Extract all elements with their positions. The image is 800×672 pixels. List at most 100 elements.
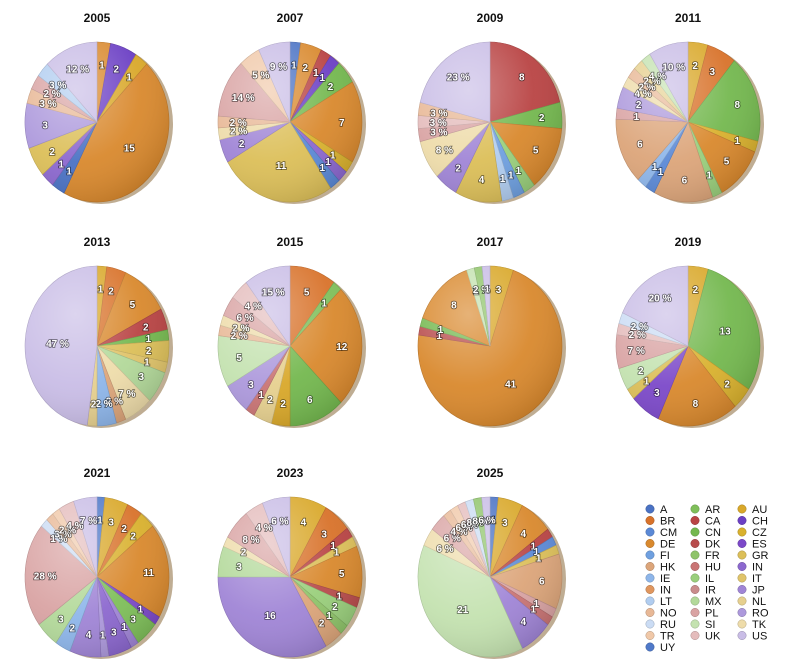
slice-label: 1 — [258, 390, 264, 401]
slice-label: 1 — [146, 334, 152, 345]
slice-label: 6 % — [461, 520, 478, 531]
slice-label: 2 % — [631, 322, 648, 333]
slice-label: 6 % — [236, 313, 253, 324]
legend-swatch — [645, 608, 655, 617]
slice-label: 1 — [100, 630, 106, 641]
legend-swatch — [645, 642, 655, 652]
slice-label: 12 — [336, 342, 348, 353]
legend-swatch — [645, 504, 655, 514]
slice-label: 1 — [436, 331, 442, 342]
legend-item-A: A — [645, 504, 668, 516]
slice-label: 6 — [307, 395, 313, 406]
legend-item-ES: ES — [737, 539, 767, 551]
legend-swatch — [737, 619, 747, 629]
slice-label: 1 — [534, 547, 540, 558]
legend-item-NL: NL — [737, 596, 766, 608]
slice-label: 1 — [534, 599, 540, 610]
legend-item-AR: AR — [690, 504, 720, 516]
legend-item-CN: CN — [690, 527, 721, 539]
legend-swatch — [690, 550, 700, 560]
slice-label: 2 — [539, 113, 545, 124]
slice-label: 3 % — [39, 99, 56, 110]
slice-label: 2 % — [106, 396, 123, 407]
legend-label: IT — [752, 573, 762, 585]
slice-label: 1 — [652, 162, 658, 173]
legend-item-UK: UK — [690, 631, 721, 643]
legend-item-DE: DE — [645, 539, 675, 551]
slice-label: 2 — [130, 532, 136, 543]
legend-label: TR — [660, 631, 675, 643]
slice-label: 3 — [108, 518, 114, 529]
legend-swatch — [690, 585, 700, 594]
slice-label: 2 — [319, 619, 325, 630]
slice-label: 5 — [236, 353, 242, 364]
slice-label: 2 — [693, 285, 699, 296]
pie-gloss — [218, 266, 362, 426]
legend-item-HU: HU — [690, 562, 721, 574]
legend-label: AU — [752, 504, 767, 516]
slice-label: 3 — [236, 562, 242, 573]
slice-label: 4 — [86, 630, 92, 641]
legend-swatch — [645, 596, 655, 606]
slice-label: 13 — [720, 327, 732, 338]
pie-gloss — [25, 42, 169, 202]
slice-label: 1 — [144, 358, 150, 369]
legend-swatch — [737, 585, 747, 594]
slice-label: 3 — [496, 285, 502, 296]
slice-label: 2 — [70, 624, 76, 635]
legend-label: AR — [705, 504, 720, 516]
slice-label: 3 % — [54, 530, 71, 541]
pie-title: 2011 — [675, 11, 701, 25]
slice-label: 2 % — [232, 324, 249, 335]
legend-swatch — [690, 573, 700, 583]
pie-title: 2013 — [84, 235, 111, 249]
slice-label: 28 % — [34, 571, 57, 582]
slice-label: 1 — [531, 605, 537, 616]
legend-item-RU: RU — [645, 619, 676, 631]
slice-label: 2 — [91, 400, 97, 411]
slice-label: 4 % — [649, 71, 666, 82]
slice-label: 2 % — [231, 331, 248, 342]
slice-label: 6 % — [478, 516, 495, 527]
legend-swatch — [645, 573, 655, 583]
slice-label: 11 — [143, 568, 154, 579]
slice-label: 3 — [111, 628, 117, 639]
slice-label: 4 — [479, 175, 485, 186]
slice-label: 4 — [521, 529, 527, 540]
legend-item-JP: JP — [737, 585, 765, 597]
slice-label: 2 — [455, 164, 461, 175]
legend-label: BR — [660, 516, 675, 528]
legend-label: CA — [705, 516, 721, 528]
slice-label: 1 — [313, 68, 319, 79]
legend-swatch — [737, 631, 747, 640]
slice-label: 2 — [121, 524, 127, 535]
slice-label: 1 — [320, 73, 326, 84]
pie-gloss — [25, 266, 169, 426]
legend-label: ES — [752, 539, 767, 551]
slice-label: 1 — [490, 516, 496, 527]
slice-label: 4 — [521, 617, 527, 628]
slice-label: 1 — [644, 377, 650, 388]
legend-label: IN — [752, 562, 763, 574]
slice-label: 3 — [130, 614, 136, 625]
pie-gloss — [25, 497, 169, 657]
slice-label: 8 % — [472, 516, 489, 527]
legend-swatch — [645, 550, 655, 560]
slice-label: 3 — [139, 372, 145, 383]
slice-label: 1 — [121, 622, 127, 633]
legend-swatch — [737, 516, 747, 525]
slice-label: 1 — [326, 611, 332, 622]
slice-label: 6 % — [444, 534, 461, 545]
slice-label: 20 % — [649, 294, 672, 305]
legend-item-RO: RO — [737, 608, 769, 620]
legend-item-IE: IE — [645, 573, 670, 585]
legend-swatch — [737, 527, 747, 537]
slice-label: 3 — [502, 518, 508, 529]
legend-swatch — [645, 562, 655, 571]
pie-gloss — [418, 266, 562, 426]
legend: ABRCMDEFIHKIEINLTNORUTRUYARCACNDKFRHUILI… — [645, 504, 769, 654]
